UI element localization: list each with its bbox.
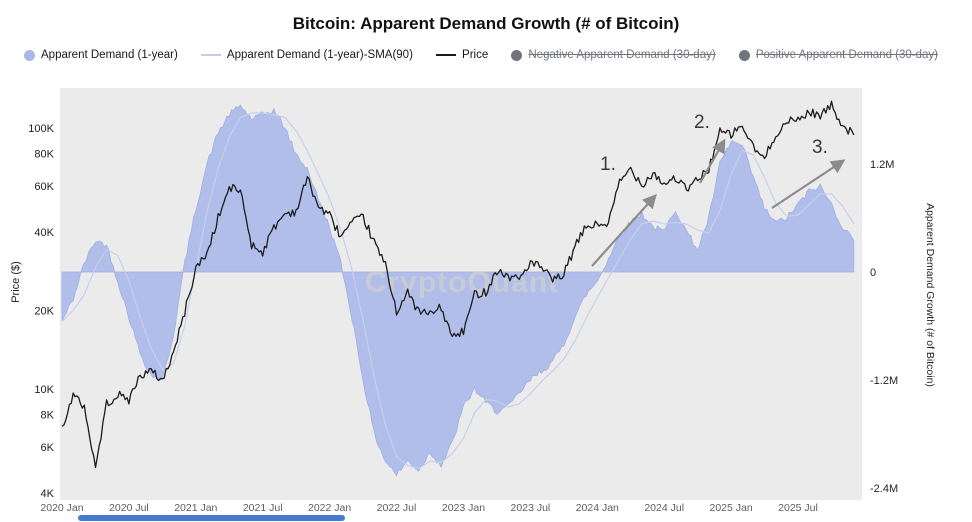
legend-item-apparent-demand-1-year-sma-90[interactable]: Apparent Demand (1-year)-SMA(90) xyxy=(200,49,413,61)
left-tick-label: 6K xyxy=(41,442,55,454)
annotation-arrow xyxy=(699,138,726,184)
x-tick-label: 2020 Jan xyxy=(40,502,83,514)
circle-swatch xyxy=(738,49,750,61)
left-tick-label: 60K xyxy=(34,181,54,193)
horizontal-scrollbar[interactable] xyxy=(78,515,345,521)
left-tick-label: 100K xyxy=(28,123,54,135)
annotation-label: 1. xyxy=(600,154,616,175)
legend: Apparent Demand (1-year) Apparent Demand … xyxy=(24,49,938,61)
line-swatch xyxy=(436,54,457,56)
left-tick-label: 8K xyxy=(41,409,55,421)
legend-label: Price xyxy=(462,49,489,61)
annotation-arrow xyxy=(771,159,846,209)
right-axis-title: Apparent Demand Growth (# of Bitcoin) xyxy=(924,203,936,387)
legend-item-apparent-demand-1-year[interactable]: Apparent Demand (1-year) xyxy=(24,49,178,61)
right-tick-label: -1.2M xyxy=(870,375,898,387)
legend-item-negative-apparent-demand-30-day[interactable]: Negative Apparent Demand (30-day) xyxy=(511,49,716,61)
x-tick-label: 2023 Jul xyxy=(511,502,551,514)
left-tick-label: 20K xyxy=(34,306,54,318)
circle-swatch xyxy=(511,49,523,61)
left-tick-label: 40K xyxy=(34,227,54,239)
x-tick-label: 2024 Jan xyxy=(576,502,619,514)
annotation-label: 2. xyxy=(694,112,710,133)
left-axis-title: Price ($) xyxy=(10,261,22,303)
legend-label: Apparent Demand (1-year) xyxy=(41,49,178,61)
x-tick-label: 2020 Jul xyxy=(109,502,149,514)
circle-swatch xyxy=(24,49,35,61)
x-tick-label: 2021 Jan xyxy=(174,502,217,514)
annotation-label: 3. xyxy=(812,137,828,158)
x-tick-label: 2025 Jan xyxy=(709,502,752,514)
legend-label: Negative Apparent Demand (30-day) xyxy=(528,49,716,61)
chart-title: Bitcoin: Apparent Demand Growth (# of Bi… xyxy=(292,14,680,33)
legend-item-price[interactable]: Price xyxy=(436,49,488,61)
legend-label: Apparent Demand (1-year)-SMA(90) xyxy=(226,49,413,61)
watermark: CryptoQuant xyxy=(365,266,559,299)
left-tick-label: 80K xyxy=(34,148,54,160)
right-tick-label: 0 xyxy=(870,267,876,279)
left-tick-label: 10K xyxy=(34,384,54,396)
legend-item-positive-apparent-demand-30-day[interactable]: Positive Apparent Demand (30-day) xyxy=(738,49,938,61)
annotation-arrow xyxy=(591,193,657,267)
x-tick-label: 2023 Jan xyxy=(442,502,485,514)
x-tick-label: 2021 Jul xyxy=(243,502,283,514)
line-swatch xyxy=(200,54,221,56)
x-tick-label: 2025 Jul xyxy=(778,502,818,514)
price-line xyxy=(61,100,855,469)
right-tick-label: -2.4M xyxy=(870,483,898,495)
left-tick-label: 4K xyxy=(41,488,55,500)
legend-label: Positive Apparent Demand (30-day) xyxy=(755,49,938,61)
right-tick-label: 1.2M xyxy=(870,159,894,171)
x-tick-label: 2024 Jul xyxy=(644,502,684,514)
x-tick-label: 2022 Jan xyxy=(308,502,351,514)
x-tick-label: 2022 Jul xyxy=(377,502,417,514)
